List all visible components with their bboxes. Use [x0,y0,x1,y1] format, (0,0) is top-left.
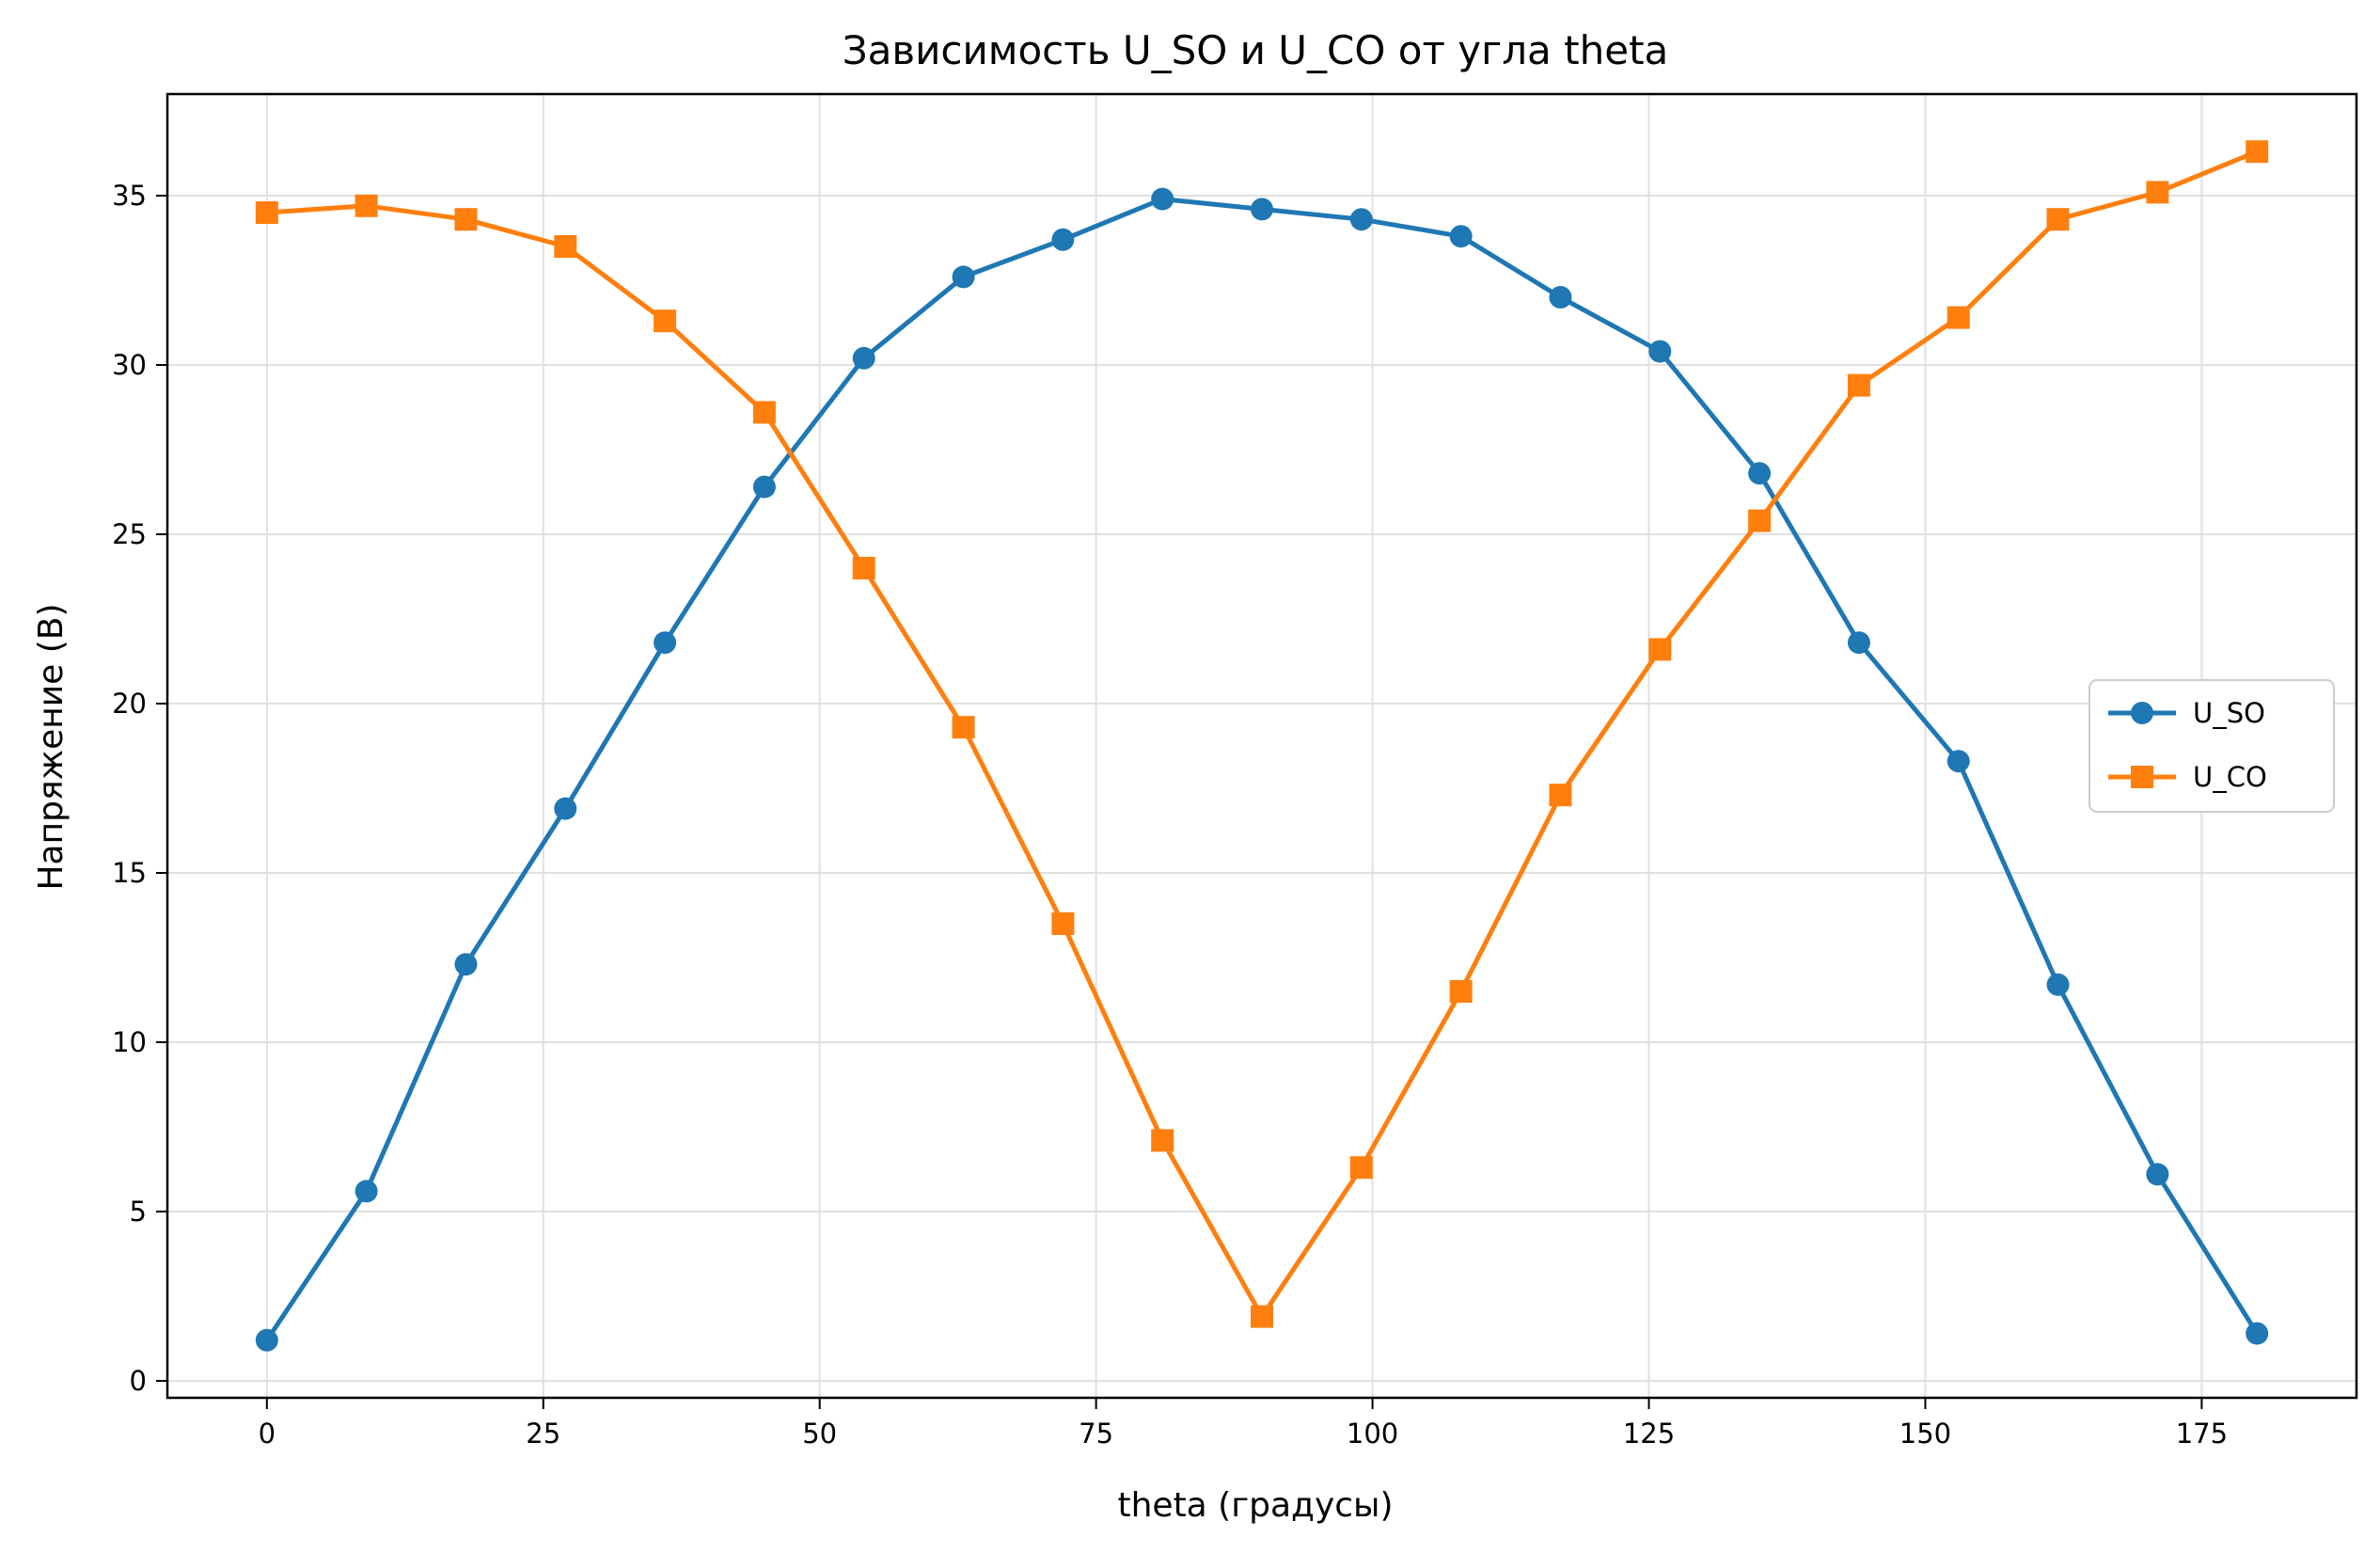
data-point-u-co [752,401,776,424]
data-point-u-co [1947,306,1970,329]
data-point-u-co [1549,784,1572,807]
y-tick-label: 20 [112,688,147,720]
data-point-u-so [1449,225,1473,248]
legend-label-u-co: U_CO [2193,761,2267,793]
grid [167,94,2356,1398]
data-point-u-co [952,716,975,739]
chart-title: Зависимость U_SO и U_CO от угла theta [843,27,1669,73]
data-point-u-so [1748,462,1772,485]
data-point-u-co [1449,980,1473,1003]
data-point-u-so [255,1328,278,1352]
y-tick-label: 5 [130,1196,147,1228]
y-axis-label: Напряжение (В) [32,603,71,890]
y-tick-label: 10 [112,1026,147,1058]
data-point-u-co [2046,208,2070,231]
x-tick-label: 0 [259,1418,276,1450]
x-axis-label: theta (градусы) [1117,1486,1393,1525]
y-tick-label: 0 [130,1365,147,1397]
data-point-u-co [255,201,278,224]
data-point-u-so [1051,228,1075,251]
y-tick-label: 30 [112,349,147,381]
legend-marker-u-so [2131,702,2153,724]
data-point-u-co [1051,912,1075,935]
y-tick-label: 15 [112,857,147,889]
series-u-co [255,140,2269,1328]
series-layer [255,140,2269,1352]
data-point-u-so [1947,750,1970,773]
data-point-u-so [1251,198,1273,221]
legend: U_SO U_CO [2088,679,2335,813]
data-point-u-so [752,475,776,499]
data-point-u-co [454,208,478,231]
data-point-u-co [1251,1305,1273,1328]
data-point-u-co [1151,1129,1174,1152]
data-point-u-co [1748,509,1772,532]
data-point-u-so [2146,1163,2169,1186]
data-point-u-so [1549,286,1572,309]
y-tick-label: 25 [112,518,147,550]
data-point-u-so [952,265,975,289]
data-point-u-co [1648,638,1672,661]
ticks: 0 25 50 75 100 125 150 175 0 5 10 15 20 25 30 35 [112,180,2228,1450]
data-point-u-so [2246,1322,2269,1345]
data-point-u-so [852,346,875,370]
data-point-u-co [2246,140,2269,164]
legend-marker-u-co [2131,766,2153,788]
data-point-u-co [554,235,577,258]
legend-label-u-so: U_SO [2193,697,2265,729]
x-tick-label: 150 [1899,1418,1951,1450]
data-point-u-so [1648,340,1672,363]
data-point-u-so [355,1180,378,1203]
data-point-u-so [2046,973,2070,996]
y-tick-label: 35 [112,180,147,212]
data-point-u-co [1847,373,1870,397]
data-point-u-co [654,309,677,333]
data-point-u-so [554,797,577,820]
data-point-u-co [355,194,378,217]
x-tick-label: 75 [1079,1418,1113,1450]
x-tick-label: 125 [1623,1418,1675,1450]
data-point-u-so [454,953,478,976]
data-point-u-co [2146,181,2169,204]
x-tick-label: 25 [526,1418,560,1450]
x-tick-label: 50 [802,1418,837,1450]
data-point-u-co [852,557,875,579]
data-point-u-so [1349,208,1373,231]
data-point-u-so [654,631,677,655]
data-point-u-co [1349,1156,1373,1180]
series-u-so [255,187,2269,1352]
data-point-u-so [1151,187,1174,211]
x-tick-label: 100 [1347,1418,1398,1450]
data-point-u-so [1847,631,1870,655]
plot-frame [165,92,2358,1400]
x-tick-label: 175 [2176,1418,2228,1450]
